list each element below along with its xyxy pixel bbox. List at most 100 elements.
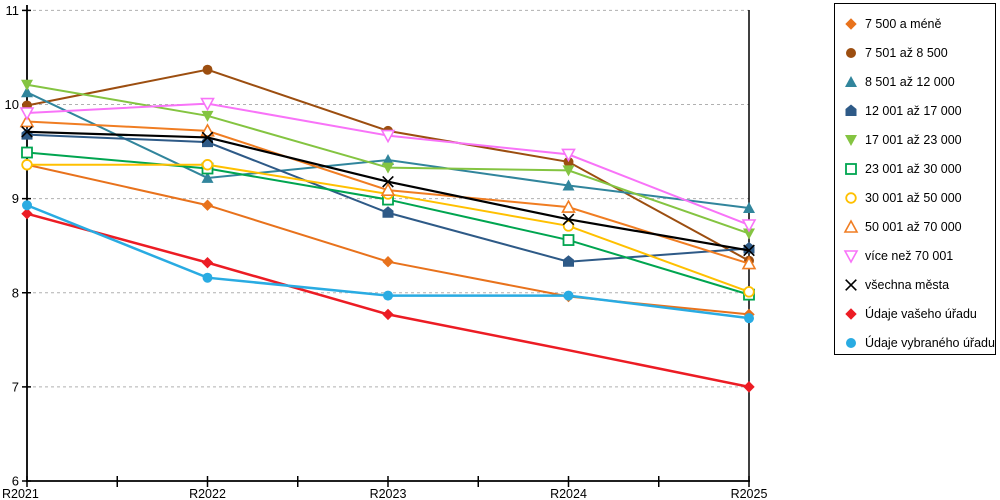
- pentagon-marker: [21, 128, 33, 140]
- legend-marker: [846, 337, 856, 348]
- circle-marker: [202, 64, 213, 75]
- legend-item-11: Údaje vybraného úřadu: [843, 328, 995, 357]
- legend-label: 7 500 a méně: [865, 16, 942, 31]
- triangle-up-marker: [201, 171, 214, 183]
- legend-marker: [845, 104, 857, 116]
- triangle-down-open-marker: [19, 107, 35, 121]
- legend-marker: [845, 134, 857, 146]
- circle-open-marker: [562, 220, 575, 232]
- x-marker: [845, 278, 857, 291]
- triangle-up-marker: [562, 179, 575, 191]
- triangle-down-open-marker: [843, 249, 859, 264]
- legend-label: 50 001 až 70 000: [865, 219, 962, 234]
- series-6: [21, 159, 755, 298]
- pentagon-marker: [382, 206, 394, 218]
- legend-marker: [845, 191, 857, 204]
- diamond-marker: [845, 17, 857, 30]
- series-8: [19, 97, 757, 233]
- diamond-marker: [201, 199, 214, 211]
- legend-marker: [845, 17, 857, 30]
- triangle-down-marker: [21, 79, 33, 91]
- x-tick-label: R2024: [550, 487, 587, 500]
- series-7: [19, 113, 757, 270]
- triangle-up-open-marker: [19, 113, 35, 128]
- legend-item-1: 7 501 až 8 500: [843, 38, 995, 67]
- triangle-down-marker: [845, 134, 857, 146]
- triangle-down-marker: [743, 228, 755, 240]
- legend-label: 17 001 až 23 000: [865, 132, 962, 147]
- series-2: [21, 86, 755, 214]
- triangle-down-open-marker: [380, 129, 396, 144]
- legend-label: všechna města: [865, 277, 950, 292]
- triangle-down-open-marker: [561, 148, 576, 163]
- circle-marker: [563, 290, 574, 301]
- legend-label: 30 001 až 50 000: [865, 190, 962, 205]
- diamond-marker: [382, 308, 394, 321]
- circle-marker: [202, 272, 213, 283]
- y-tick-label: 7: [12, 379, 19, 394]
- triangle-up-marker: [743, 202, 755, 214]
- triangle-up-open-marker: [843, 218, 859, 233]
- pentagon-marker: [743, 242, 755, 254]
- series-9: [21, 125, 755, 257]
- legend-item-4: 17 001 až 23 000: [843, 125, 995, 154]
- circle-open-marker: [743, 286, 755, 298]
- legend-marker: [845, 162, 857, 175]
- legend-marker: [843, 249, 859, 264]
- triangle-down-open-marker: [741, 219, 757, 233]
- square-open-marker: [845, 162, 857, 175]
- legend-item-6: 30 001 až 50 000: [843, 183, 995, 212]
- legend-marker: [845, 278, 857, 291]
- series-11: [22, 200, 754, 324]
- legend-label: 23 001 až 30 000: [865, 161, 962, 176]
- legend-marker: [845, 75, 857, 87]
- legend-label: 8 501 až 12 000: [865, 74, 955, 89]
- x-marker: [382, 175, 394, 188]
- x-tick-label: R2023: [370, 487, 407, 500]
- circle-marker: [744, 313, 754, 324]
- pentagon-marker: [563, 255, 574, 267]
- circle-marker: [22, 200, 32, 211]
- square-open-marker: [21, 146, 33, 159]
- x-tick-label: R2025: [731, 487, 768, 500]
- legend-item-8: více než 70 001: [843, 241, 995, 270]
- x-tick-label: R2021: [2, 487, 39, 500]
- circle-open-marker: [201, 159, 214, 171]
- legend-label: Údaje vašeho úřadu: [865, 306, 977, 321]
- diamond-marker: [201, 256, 214, 269]
- y-tick-label: 6: [12, 474, 19, 489]
- legend-item-7: 50 001 až 70 000: [843, 212, 995, 241]
- triangle-down-marker: [201, 110, 214, 122]
- x-marker: [21, 125, 33, 138]
- legend-label: Údaje vybraného úřadu: [865, 335, 995, 350]
- circle-marker: [846, 337, 856, 348]
- chart-legend: 7 500 a méně 7 501 až 8 500 8 501 až 12 00…: [834, 3, 996, 355]
- legend-item-0: 7 500 a méně: [843, 9, 995, 38]
- legend-marker: [846, 47, 856, 58]
- y-tick-label: 8: [12, 285, 19, 300]
- pentagon-marker: [845, 104, 857, 116]
- legend-item-3: 12 001 až 17 000: [843, 96, 995, 125]
- circle-marker: [383, 290, 393, 301]
- x-marker: [201, 131, 214, 144]
- triangle-down-marker: [562, 165, 575, 177]
- series-4: [21, 79, 755, 240]
- triangle-up-marker: [21, 86, 33, 98]
- x-marker: [562, 213, 575, 226]
- x-marker: [743, 244, 755, 257]
- diamond-marker: [743, 381, 755, 393]
- square-open-marker: [562, 234, 575, 246]
- legend-label: více než 70 001: [865, 248, 954, 263]
- series-10: [21, 207, 755, 393]
- triangle-up-open-marker: [200, 123, 215, 137]
- y-tick-label: 11: [6, 3, 20, 18]
- triangle-down-marker: [382, 162, 394, 174]
- legend-marker: [845, 307, 857, 320]
- triangle-up-marker: [845, 75, 857, 87]
- triangle-up-open-marker: [380, 182, 396, 196]
- circle-open-marker: [845, 191, 857, 204]
- y-tick-label: 10: [5, 97, 19, 112]
- legend-label: 7 501 až 8 500: [865, 45, 948, 60]
